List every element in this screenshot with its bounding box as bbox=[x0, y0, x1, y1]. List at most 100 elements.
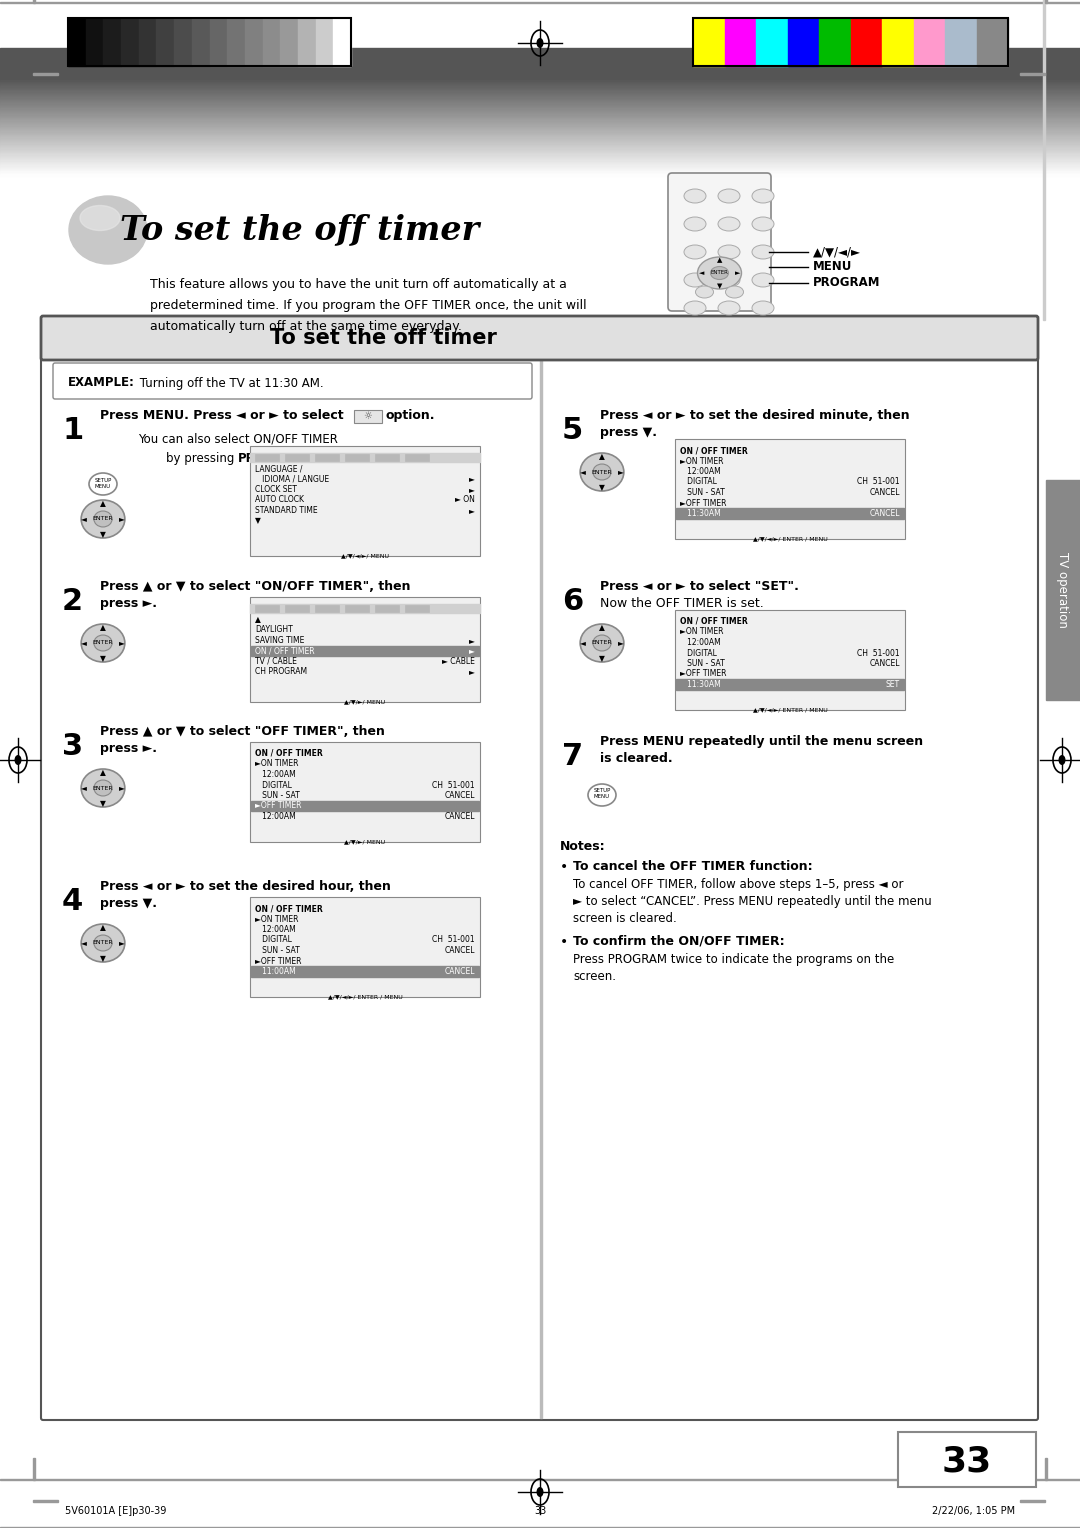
Bar bbox=[0, 105, 1080, 107]
Ellipse shape bbox=[81, 769, 125, 807]
Text: ENTER: ENTER bbox=[592, 469, 612, 475]
Text: 6: 6 bbox=[562, 587, 583, 616]
Text: ▼: ▼ bbox=[100, 654, 106, 663]
Text: ► CABLE: ► CABLE bbox=[442, 657, 475, 666]
Ellipse shape bbox=[684, 217, 706, 231]
Text: Now the OFF TIMER is set.: Now the OFF TIMER is set. bbox=[600, 597, 764, 610]
Text: 12:00AM: 12:00AM bbox=[680, 468, 720, 477]
Bar bbox=[676, 507, 904, 518]
Ellipse shape bbox=[94, 779, 112, 796]
Text: automatically turn off at the same time everyday.: automatically turn off at the same time … bbox=[150, 319, 462, 333]
Bar bbox=[104, 18, 121, 66]
Text: IDIOMA / LANGUE: IDIOMA / LANGUE bbox=[255, 475, 329, 483]
Text: LANGUAGE /: LANGUAGE / bbox=[255, 465, 302, 474]
Ellipse shape bbox=[752, 301, 774, 315]
Text: ►: ► bbox=[618, 468, 624, 477]
Bar bbox=[0, 141, 1080, 142]
Text: 11:30AM: 11:30AM bbox=[680, 509, 720, 518]
Bar bbox=[0, 154, 1080, 156]
Ellipse shape bbox=[81, 924, 125, 963]
Bar bbox=[0, 98, 1080, 99]
Bar bbox=[0, 87, 1080, 90]
Text: To cancel the OFF TIMER function:: To cancel the OFF TIMER function: bbox=[573, 860, 812, 872]
Bar bbox=[157, 18, 174, 66]
Bar bbox=[693, 18, 1008, 66]
Text: ►OFF TIMER: ►OFF TIMER bbox=[255, 802, 301, 810]
Bar bbox=[0, 102, 1080, 104]
Bar bbox=[1045, 1458, 1047, 1481]
Bar bbox=[0, 93, 1080, 95]
Bar bbox=[0, 95, 1080, 96]
Text: ▲/▼/◄/►: ▲/▼/◄/► bbox=[813, 246, 861, 258]
Bar bbox=[0, 163, 1080, 165]
Text: EXAMPLE:: EXAMPLE: bbox=[68, 376, 135, 390]
Bar bbox=[0, 145, 1080, 148]
Bar bbox=[33, 73, 58, 75]
Text: 3: 3 bbox=[62, 732, 83, 761]
Text: CANCEL: CANCEL bbox=[869, 659, 900, 668]
Text: CH  51-001: CH 51-001 bbox=[432, 781, 475, 790]
Text: ►OFF TIMER: ►OFF TIMER bbox=[680, 498, 727, 507]
Bar bbox=[0, 110, 1080, 113]
Text: ►: ► bbox=[469, 475, 475, 483]
Text: ENTER: ENTER bbox=[592, 640, 612, 645]
Text: To cancel OFF TIMER, follow above steps 1–5, press ◄ or: To cancel OFF TIMER, follow above steps … bbox=[573, 879, 904, 891]
Bar bbox=[0, 157, 1080, 160]
Bar bbox=[0, 78, 1080, 79]
Text: CLOCK SET: CLOCK SET bbox=[255, 484, 297, 494]
Text: ►: ► bbox=[469, 484, 475, 494]
Text: ▲/▼/◄/►/ ENTER / MENU: ▲/▼/◄/►/ ENTER / MENU bbox=[753, 707, 827, 712]
Ellipse shape bbox=[718, 301, 740, 315]
Bar bbox=[0, 122, 1080, 124]
Text: ◄: ◄ bbox=[81, 938, 86, 947]
Ellipse shape bbox=[89, 474, 117, 495]
Bar bbox=[0, 87, 1080, 89]
Bar bbox=[0, 127, 1080, 128]
Bar bbox=[914, 18, 945, 66]
Text: CANCEL: CANCEL bbox=[869, 487, 900, 497]
Text: ▲: ▲ bbox=[100, 767, 106, 776]
Bar bbox=[210, 18, 227, 66]
Text: 2/22/06, 1:05 PM: 2/22/06, 1:05 PM bbox=[932, 1507, 1015, 1516]
Bar bbox=[249, 597, 480, 701]
Text: CH  51-001: CH 51-001 bbox=[432, 935, 475, 944]
Text: screen.: screen. bbox=[573, 970, 616, 983]
Bar bbox=[280, 18, 298, 66]
Bar bbox=[0, 128, 1080, 130]
Text: ▼: ▼ bbox=[100, 799, 106, 808]
Bar bbox=[0, 157, 1080, 159]
Bar bbox=[0, 121, 1080, 122]
Text: ▲: ▲ bbox=[717, 257, 723, 263]
Bar bbox=[33, 1458, 35, 1481]
Text: ENTER: ENTER bbox=[93, 941, 113, 946]
Bar bbox=[1020, 73, 1045, 75]
Bar bbox=[345, 454, 369, 461]
Text: ► ON: ► ON bbox=[455, 495, 475, 504]
Ellipse shape bbox=[752, 217, 774, 231]
Text: ▼: ▼ bbox=[100, 955, 106, 964]
Bar bbox=[0, 136, 1080, 138]
Bar bbox=[897, 1432, 1036, 1487]
Ellipse shape bbox=[80, 205, 120, 231]
Text: ON / OFF TIMER: ON / OFF TIMER bbox=[255, 749, 323, 758]
Bar bbox=[0, 151, 1080, 154]
Text: 4: 4 bbox=[62, 886, 83, 915]
Text: press ►.: press ►. bbox=[100, 597, 157, 610]
Bar bbox=[0, 142, 1080, 144]
Text: predetermined time. If you program the OFF TIMER once, the unit will: predetermined time. If you program the O… bbox=[150, 299, 586, 312]
Bar bbox=[138, 18, 157, 66]
Text: AUTO CLOCK: AUTO CLOCK bbox=[255, 495, 303, 504]
Ellipse shape bbox=[537, 38, 543, 47]
Text: Notes:: Notes: bbox=[561, 840, 606, 853]
Bar bbox=[0, 93, 1080, 95]
Ellipse shape bbox=[718, 217, 740, 231]
Text: DAYLIGHT: DAYLIGHT bbox=[255, 625, 293, 634]
Bar bbox=[227, 18, 245, 66]
Bar bbox=[249, 452, 480, 461]
Bar bbox=[174, 18, 192, 66]
Bar bbox=[0, 96, 1080, 98]
Bar bbox=[33, 1500, 58, 1502]
Text: ►: ► bbox=[469, 636, 475, 645]
Bar bbox=[255, 605, 279, 613]
Text: TV / CABLE: TV / CABLE bbox=[255, 657, 297, 666]
